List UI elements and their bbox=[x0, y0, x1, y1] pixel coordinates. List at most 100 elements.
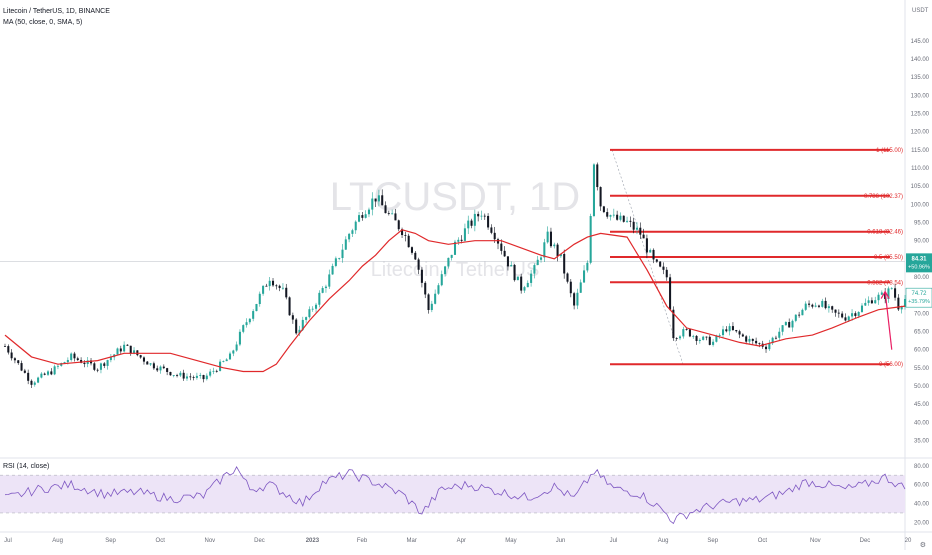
candle-body bbox=[414, 252, 417, 260]
candle-body bbox=[569, 281, 572, 294]
ma-line bbox=[4, 229, 906, 373]
candle-body bbox=[728, 326, 731, 332]
candle-body bbox=[437, 285, 440, 294]
candle-body bbox=[500, 243, 503, 251]
y-tick-label: 40.00 bbox=[914, 420, 930, 426]
candle-body bbox=[401, 229, 404, 236]
symbol-title[interactable]: Litecoin / TetherUS, 1D, BINANCE bbox=[3, 8, 110, 15]
candle-body bbox=[493, 232, 496, 240]
candle-body bbox=[788, 322, 791, 328]
candle-body bbox=[176, 375, 179, 376]
candle-body bbox=[870, 300, 873, 304]
candle-body bbox=[890, 288, 893, 290]
candle-body bbox=[738, 331, 741, 335]
candle-body bbox=[897, 297, 900, 310]
rsi-tick-label: 20.00 bbox=[914, 520, 930, 526]
ma-indicator-label[interactable]: MA (50, close, 0, SMA, 5) bbox=[3, 19, 83, 26]
candle-body bbox=[63, 362, 66, 364]
candle-body bbox=[473, 213, 476, 226]
candle-body bbox=[831, 306, 834, 310]
candle-body bbox=[444, 266, 447, 275]
settings-gear-icon[interactable]: ⚙ bbox=[919, 542, 926, 549]
candle-body bbox=[804, 303, 807, 310]
rsi-indicator-label[interactable]: RSI (14, close) bbox=[3, 463, 50, 470]
y-tick-label: 45.00 bbox=[914, 402, 930, 408]
y-tick-label: 55.00 bbox=[914, 366, 930, 372]
candle-body bbox=[894, 288, 897, 298]
candle-body bbox=[900, 306, 903, 310]
candle-body bbox=[96, 369, 99, 371]
ma-price-change: +35.79% bbox=[908, 299, 930, 305]
candle-body bbox=[440, 274, 443, 286]
candle-body bbox=[903, 299, 907, 307]
candle-body bbox=[374, 198, 377, 202]
candle-body bbox=[166, 368, 169, 372]
candle-body bbox=[106, 360, 109, 366]
candle-body bbox=[116, 348, 119, 355]
candle-body bbox=[626, 220, 629, 222]
candle-body bbox=[83, 362, 86, 365]
candle-body bbox=[30, 380, 33, 385]
candle-body bbox=[50, 371, 53, 375]
candle-body bbox=[622, 215, 625, 222]
candle-body bbox=[530, 273, 533, 283]
y-tick-label: 70.00 bbox=[914, 311, 930, 317]
candle-body bbox=[781, 325, 784, 332]
candle-body bbox=[457, 239, 460, 242]
candle-body bbox=[867, 300, 870, 303]
x-tick-label: Jul bbox=[4, 538, 12, 544]
candle-body bbox=[387, 213, 390, 214]
candle-body bbox=[354, 221, 357, 231]
candle-body bbox=[811, 304, 814, 307]
candle-body bbox=[817, 305, 820, 307]
candle-body bbox=[721, 329, 725, 336]
x-tick-label: 20 bbox=[905, 538, 912, 544]
candle-body bbox=[841, 313, 844, 318]
candle-body bbox=[665, 269, 668, 278]
candle-body bbox=[99, 363, 102, 370]
x-tick-label: Sep bbox=[707, 538, 718, 544]
candle-body bbox=[311, 308, 314, 310]
candle-body bbox=[53, 366, 56, 375]
candle-body bbox=[268, 280, 271, 287]
fib-level-label: 0.382 (78.54) bbox=[867, 280, 903, 286]
y-tick-label: 130.00 bbox=[911, 93, 930, 99]
candle-body bbox=[192, 377, 195, 378]
y-tick-label: 60.00 bbox=[914, 348, 930, 354]
fib-level-label: 0.5 (85.50) bbox=[874, 255, 903, 261]
candle-body bbox=[76, 358, 79, 361]
candle-body bbox=[397, 220, 400, 230]
candle-body bbox=[477, 213, 480, 217]
candle-body bbox=[195, 375, 198, 378]
candle-body bbox=[43, 373, 46, 375]
y-tick-label: 90.00 bbox=[914, 239, 930, 245]
candle-body bbox=[553, 244, 556, 247]
candle-body bbox=[771, 337, 774, 344]
candle-body bbox=[516, 276, 519, 281]
candle-body bbox=[315, 304, 318, 309]
candle-body bbox=[599, 187, 602, 207]
candle-body bbox=[420, 269, 423, 283]
watermark-ticker: LTCUSDT, 1D bbox=[330, 175, 580, 219]
candle-body bbox=[523, 287, 526, 291]
candle-body bbox=[450, 254, 453, 258]
candle-body bbox=[103, 363, 106, 366]
candle-body bbox=[40, 373, 43, 378]
candle-body bbox=[483, 215, 486, 217]
candle-body bbox=[642, 234, 645, 239]
candle-body bbox=[695, 335, 698, 341]
candle-body bbox=[576, 292, 579, 306]
candle-body bbox=[854, 313, 857, 316]
candle-body bbox=[460, 239, 463, 241]
candle-body bbox=[513, 264, 516, 281]
candle-body bbox=[156, 368, 159, 371]
y-tick-label: 120.00 bbox=[911, 130, 930, 136]
candle-body bbox=[652, 249, 655, 260]
candle-body bbox=[129, 345, 132, 354]
candle-body bbox=[27, 372, 30, 381]
candle-body bbox=[506, 256, 509, 267]
candle-body bbox=[559, 253, 562, 257]
y-tick-label: 135.00 bbox=[911, 75, 930, 81]
